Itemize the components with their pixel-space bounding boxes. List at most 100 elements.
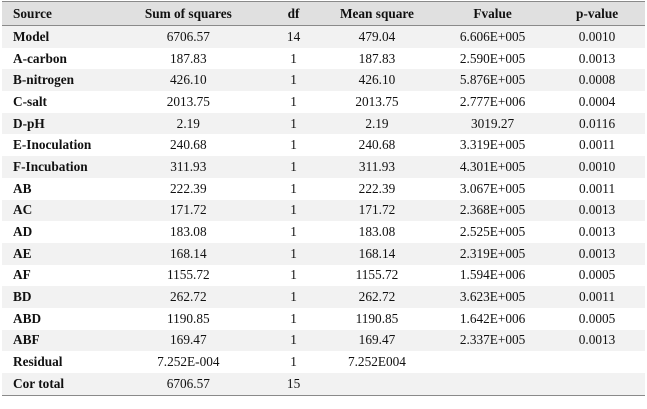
df-cell: 1 <box>269 307 318 330</box>
df-cell: 1 <box>269 177 318 200</box>
mean-square-cell: 240.68 <box>317 134 437 157</box>
p-value-cell: 0.0013 <box>549 199 645 222</box>
mean-square-cell: 479.04 <box>317 25 437 48</box>
sum-of-squares-cell: 6706.57 <box>107 25 270 48</box>
table-header: Source Sum of squares df Mean square Fva… <box>2 1 645 26</box>
mean-square-cell: 183.08 <box>317 221 437 243</box>
df-cell: 1 <box>269 134 318 157</box>
fvalue-cell: 3.623E+005 <box>436 286 550 308</box>
fvalue-cell: 4.301E+005 <box>436 156 550 178</box>
mean-square-cell: 168.14 <box>317 242 437 265</box>
source-cell: ABD <box>2 307 108 330</box>
p-value-cell: 0.0005 <box>549 307 645 330</box>
sum-of-squares-cell: 311.93 <box>107 156 270 178</box>
sum-of-squares-cell: 171.72 <box>107 199 270 222</box>
table-row: B-nitrogen 426.10 1 426.10 5.876E+005 0.0008 <box>2 69 645 92</box>
fvalue-cell: 2.337E+005 <box>436 329 550 352</box>
source-cell: A-carbon <box>2 47 108 70</box>
sum-of-squares-cell: 2013.75 <box>107 91 270 113</box>
fvalue-cell: 5.876E+005 <box>436 69 550 92</box>
source-cell: D-pH <box>2 112 108 135</box>
header-mean-square: Mean square <box>317 1 437 26</box>
df-cell: 15 <box>269 373 318 396</box>
fvalue-cell: 1.594E+006 <box>436 264 550 287</box>
sum-of-squares-cell: 2.19 <box>107 112 270 135</box>
df-cell: 1 <box>269 286 318 308</box>
df-cell: 1 <box>269 264 318 287</box>
anova-table: Source Sum of squares df Mean square Fva… <box>2 1 645 396</box>
table-row: D-pH 2.19 1 2.19 3019.27 0.0116 <box>2 112 645 135</box>
mean-square-cell: 2013.75 <box>317 91 437 113</box>
source-cell: AF <box>2 264 108 287</box>
mean-square-cell <box>317 373 437 396</box>
fvalue-cell <box>436 351 550 373</box>
fvalue-cell: 6.606E+005 <box>436 25 550 48</box>
p-value-cell: 0.0010 <box>549 25 645 48</box>
fvalue-cell: 1.642E+006 <box>436 307 550 330</box>
mean-square-cell: 169.47 <box>317 329 437 352</box>
sum-of-squares-cell: 1190.85 <box>107 307 270 330</box>
table-row: AE 168.14 1 168.14 2.319E+005 0.0013 <box>2 242 645 265</box>
p-value-cell: 0.0013 <box>549 329 645 352</box>
p-value-cell: 0.0013 <box>549 221 645 243</box>
header-fvalue: Fvalue <box>436 1 550 26</box>
df-cell: 1 <box>269 199 318 222</box>
table-row: BD 262.72 1 262.72 3.623E+005 0.0011 <box>2 286 645 308</box>
table-row: A-carbon 187.83 1 187.83 2.590E+005 0.0013 <box>2 47 645 70</box>
header-source: Source <box>2 1 108 26</box>
fvalue-cell: 3.319E+005 <box>436 134 550 157</box>
p-value-cell: 0.0011 <box>549 286 645 308</box>
p-value-cell: 0.0004 <box>549 91 645 113</box>
header-sum-of-squares: Sum of squares <box>107 1 270 26</box>
table-row: ABD 1190.85 1 1190.85 1.642E+006 0.0005 <box>2 307 645 330</box>
mean-square-cell: 262.72 <box>317 286 437 308</box>
df-cell: 1 <box>269 329 318 352</box>
table-row: F-Incubation 311.93 1 311.93 4.301E+005 0.001… <box>2 156 645 178</box>
p-value-cell: 0.0010 <box>549 156 645 178</box>
source-cell: AD <box>2 221 108 243</box>
df-cell: 1 <box>269 351 318 373</box>
mean-square-cell: 1190.85 <box>317 307 437 330</box>
source-cell: AC <box>2 199 108 222</box>
sum-of-squares-cell: 169.47 <box>107 329 270 352</box>
p-value-cell: 0.0011 <box>549 134 645 157</box>
mean-square-cell: 426.10 <box>317 69 437 92</box>
source-cell: AE <box>2 242 108 265</box>
df-cell: 1 <box>269 69 318 92</box>
source-cell: B-nitrogen <box>2 69 108 92</box>
sum-of-squares-cell: 183.08 <box>107 221 270 243</box>
source-cell: Residual <box>2 351 108 373</box>
mean-square-cell: 2.19 <box>317 112 437 135</box>
source-cell: BD <box>2 286 108 308</box>
sum-of-squares-cell: 240.68 <box>107 134 270 157</box>
table-row: AB 222.39 1 222.39 3.067E+005 0.0011 <box>2 177 645 200</box>
fvalue-cell: 2.368E+005 <box>436 199 550 222</box>
source-cell: F-Incubation <box>2 156 108 178</box>
p-value-cell: 0.0013 <box>549 47 645 70</box>
mean-square-cell: 171.72 <box>317 199 437 222</box>
source-cell: Cor total <box>2 373 108 396</box>
sum-of-squares-cell: 426.10 <box>107 69 270 92</box>
fvalue-cell: 2.319E+005 <box>436 242 550 265</box>
df-cell: 1 <box>269 221 318 243</box>
p-value-cell: 0.0008 <box>549 69 645 92</box>
fvalue-cell: 3019.27 <box>436 112 550 135</box>
df-cell: 1 <box>269 242 318 265</box>
table-row: AF 1155.72 1 1155.72 1.594E+006 0.0005 <box>2 264 645 287</box>
table-row: AD 183.08 1 183.08 2.525E+005 0.0013 <box>2 221 645 243</box>
df-cell: 1 <box>269 156 318 178</box>
sum-of-squares-cell: 187.83 <box>107 47 270 70</box>
p-value-cell: 0.0011 <box>549 177 645 200</box>
header-df: df <box>269 1 318 26</box>
df-cell: 1 <box>269 112 318 135</box>
table-row: AC 171.72 1 171.72 2.368E+005 0.0013 <box>2 199 645 222</box>
table-row: Residual 7.252E-004 1 7.252E004 <box>2 351 645 373</box>
table-row: ABF 169.47 1 169.47 2.337E+005 0.0013 <box>2 329 645 352</box>
mean-square-cell: 222.39 <box>317 177 437 200</box>
p-value-cell: 0.0116 <box>549 112 645 135</box>
df-cell: 14 <box>269 25 318 48</box>
sum-of-squares-cell: 222.39 <box>107 177 270 200</box>
table-row: Cor total 6706.57 15 <box>2 373 645 396</box>
df-cell: 1 <box>269 91 318 113</box>
source-cell: ABF <box>2 329 108 352</box>
